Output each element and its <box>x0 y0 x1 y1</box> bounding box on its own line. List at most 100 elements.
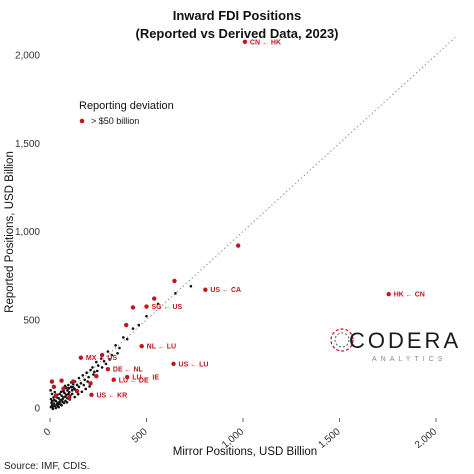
data-point <box>95 369 99 373</box>
data-point <box>71 385 75 389</box>
data-point <box>174 291 177 295</box>
codera-logo-mark <box>330 328 354 352</box>
data-point <box>65 393 68 397</box>
highlighted-data-point <box>235 243 241 248</box>
data-point <box>104 362 108 366</box>
data-point <box>65 401 69 404</box>
x-axis-label: Mirror Positions, USD Billion <box>173 446 317 458</box>
data-point <box>87 375 90 379</box>
y-tick-label: 0 <box>34 404 40 415</box>
highlighted-data-point <box>70 379 76 384</box>
highlighted-data-point <box>74 389 80 394</box>
data-point <box>189 284 193 288</box>
point-label: CN ← HK <box>250 39 281 46</box>
highlighted-data-point <box>144 304 149 309</box>
data-point <box>77 376 81 380</box>
codera-logo: CODERA ANALYTICS <box>330 328 461 363</box>
data-point <box>59 398 62 402</box>
data-point <box>53 390 57 394</box>
data-point <box>102 359 106 363</box>
highlighted-data-point <box>99 352 105 358</box>
data-point <box>82 383 86 387</box>
data-point <box>70 392 74 396</box>
data-point <box>66 389 69 392</box>
data-point <box>68 390 71 394</box>
other-points-group <box>49 284 193 411</box>
data-point <box>58 392 61 396</box>
highlighted-data-point <box>49 379 55 384</box>
source-note: Source: IMF, CDIS. <box>4 461 90 472</box>
highlighted-data-point <box>125 374 130 380</box>
data-point <box>54 406 58 410</box>
data-point <box>125 337 129 341</box>
data-point <box>84 387 88 391</box>
data-point <box>93 370 96 374</box>
data-point <box>60 404 63 407</box>
data-point <box>92 373 95 376</box>
logo-name: CODERA <box>349 328 461 353</box>
data-point <box>62 396 65 399</box>
highlighted-data-point <box>61 386 66 391</box>
x-tick-label: 0 <box>42 426 54 438</box>
data-point <box>52 402 56 405</box>
y-tick-label: 2,000 <box>15 51 40 62</box>
data-point <box>88 385 91 388</box>
data-point <box>51 407 55 411</box>
data-point <box>99 357 103 360</box>
point-label: NL ← LU <box>147 344 176 351</box>
point-label: DE ← NL <box>113 367 144 374</box>
data-point <box>67 386 71 390</box>
highlighted-data-point <box>59 378 64 383</box>
highlighted-data-point <box>88 381 93 386</box>
highlighted-data-point <box>242 39 248 44</box>
highlighted-data-point <box>203 287 208 292</box>
data-point <box>62 401 66 405</box>
data-point <box>86 380 89 383</box>
highlighted-data-point <box>130 305 136 310</box>
highlighted-data-point <box>94 374 99 379</box>
y-tick-label: 1,000 <box>15 227 40 238</box>
data-point <box>75 383 79 387</box>
data-point <box>49 389 52 392</box>
highlighted-data-point <box>53 393 58 398</box>
chart-title: Inward FDI Positions <box>173 8 302 23</box>
highlighted-data-point <box>172 278 177 284</box>
data-point <box>73 395 77 399</box>
point-label: LU ← IE <box>132 375 159 382</box>
highlighted-data-point <box>139 344 144 349</box>
point-label: LU ← DE <box>119 377 149 384</box>
data-point <box>156 302 160 306</box>
data-point <box>60 394 63 397</box>
x-tick-label: 2,000 <box>413 426 440 451</box>
data-point <box>57 402 61 406</box>
data-point <box>85 371 88 375</box>
data-point <box>50 401 53 405</box>
data-point <box>114 344 117 347</box>
legend: Reporting deviation > $50 billion <box>79 100 174 126</box>
x-tick-label: 1,500 <box>316 426 343 451</box>
data-point <box>91 366 94 369</box>
data-point <box>100 366 104 369</box>
data-point <box>65 386 68 390</box>
point-label: MX ← US <box>86 355 117 362</box>
y-tick-label: 1,500 <box>15 139 40 150</box>
point-labels-group: CN ← HK HK ← CN US ← CA SG ← US NL ← LU MX ← … <box>86 39 425 399</box>
data-point <box>89 368 92 372</box>
highlighted-data-point <box>386 291 391 297</box>
logo-subtitle: ANALYTICS <box>372 356 446 363</box>
legend-title: Reporting deviation <box>79 100 174 112</box>
data-point <box>77 385 81 389</box>
point-label: SG ← US <box>152 304 183 311</box>
highlighted-data-point <box>78 355 84 360</box>
data-point <box>49 397 53 401</box>
y-tick-label: 500 <box>23 315 40 326</box>
highlighted-data-point <box>67 395 72 400</box>
data-point <box>81 374 85 377</box>
data-point <box>83 378 87 382</box>
highlighted-data-point <box>105 366 111 372</box>
data-point <box>95 360 98 364</box>
legend-item-label: > $50 billion <box>91 116 139 126</box>
point-label: US ← CA <box>210 287 241 294</box>
data-point <box>118 346 121 350</box>
